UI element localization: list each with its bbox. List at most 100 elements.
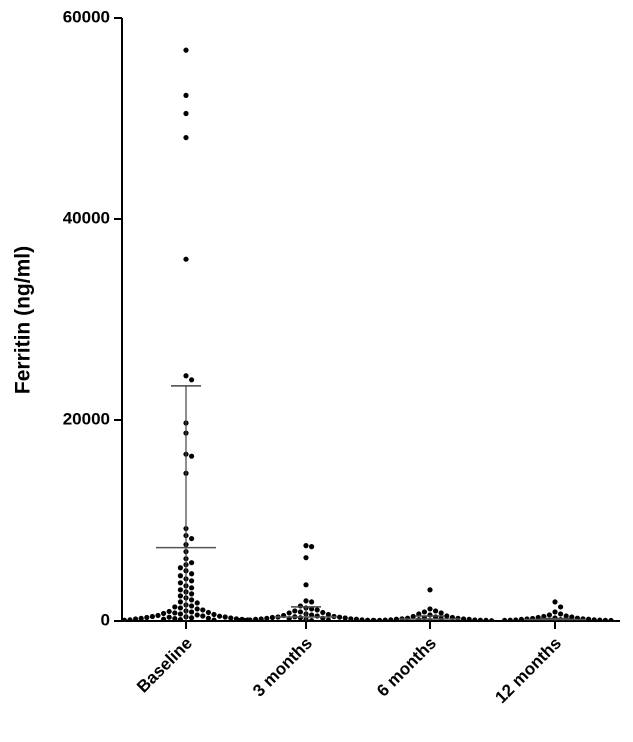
data-point	[183, 256, 189, 262]
data-point	[297, 615, 303, 621]
x-tick-label: 12 months	[491, 634, 565, 708]
data-point	[200, 607, 206, 613]
data-point	[518, 616, 524, 621]
data-point	[552, 599, 558, 605]
data-point	[172, 610, 178, 616]
data-point	[166, 608, 172, 615]
data-point	[177, 611, 183, 617]
data-point	[552, 609, 558, 615]
data-point	[241, 617, 247, 621]
data-point	[427, 606, 433, 612]
data-point	[194, 606, 200, 612]
data-point	[309, 544, 315, 550]
data-point	[410, 613, 416, 620]
data-point	[177, 593, 183, 599]
data-point	[477, 617, 483, 621]
data-point	[217, 613, 223, 619]
data-point	[133, 616, 139, 621]
data-point	[189, 597, 195, 603]
data-point	[466, 616, 472, 621]
data-point	[183, 110, 189, 117]
data-point	[222, 614, 228, 620]
data-point	[558, 604, 564, 610]
data-point	[236, 617, 242, 621]
data-point	[303, 555, 309, 561]
data-point	[228, 615, 234, 621]
data-point	[172, 604, 178, 610]
data-point	[309, 617, 315, 621]
x-tick-label: 6 months	[373, 634, 440, 701]
data-point	[382, 617, 388, 621]
data-point	[155, 612, 161, 619]
data-point	[138, 615, 144, 621]
data-point	[144, 614, 150, 621]
data-point	[507, 617, 513, 621]
y-tick-label: 60000	[63, 7, 110, 26]
data-point	[177, 616, 183, 621]
data-point	[122, 617, 127, 621]
data-point	[253, 616, 259, 621]
data-point	[325, 617, 331, 621]
data-point	[189, 571, 195, 577]
data-point	[371, 617, 377, 621]
data-point	[269, 614, 275, 621]
y-axis-label: Ferritin (ng/ml)	[12, 246, 35, 394]
data-point	[297, 603, 303, 609]
data-point	[189, 615, 195, 621]
data-point	[309, 599, 315, 605]
data-point	[348, 616, 354, 621]
data-point	[303, 582, 309, 588]
data-point	[558, 611, 564, 617]
data-point	[161, 610, 167, 617]
data-point	[189, 535, 195, 542]
data-point	[166, 614, 172, 620]
data-point	[297, 609, 303, 615]
data-point	[530, 615, 536, 621]
data-point	[421, 609, 427, 615]
data-point	[461, 616, 467, 621]
data-point	[189, 560, 195, 566]
data-point	[189, 609, 195, 615]
data-point	[444, 613, 450, 619]
y-tick-label: 20000	[63, 409, 110, 428]
data-point	[359, 617, 365, 621]
data-point	[183, 134, 189, 141]
data-point	[258, 616, 264, 621]
data-point	[597, 617, 603, 621]
data-point	[608, 617, 614, 621]
data-point	[353, 616, 359, 621]
data-point	[177, 605, 183, 611]
data-point	[189, 578, 195, 584]
data-point	[337, 614, 343, 620]
data-point	[211, 611, 217, 618]
data-point	[177, 587, 183, 593]
data-point	[483, 617, 489, 621]
data-point	[189, 453, 195, 459]
data-point	[377, 617, 383, 621]
data-point	[438, 610, 444, 616]
data-point	[264, 615, 270, 621]
data-point	[177, 599, 183, 605]
data-point	[303, 543, 309, 549]
data-point	[200, 613, 206, 619]
data-point	[563, 613, 569, 619]
data-point	[161, 616, 167, 621]
data-point	[314, 607, 320, 613]
data-point	[365, 617, 371, 621]
data-point	[546, 612, 553, 618]
data-point	[427, 587, 433, 593]
data-point	[149, 613, 155, 620]
data-point	[205, 615, 211, 621]
data-point	[183, 47, 189, 53]
data-point	[205, 609, 211, 616]
y-tick-label: 40000	[63, 208, 110, 227]
data-point	[177, 573, 183, 579]
data-point	[405, 615, 411, 621]
data-point	[591, 617, 597, 621]
data-point	[502, 617, 508, 621]
data-point	[489, 618, 495, 621]
data-point	[513, 617, 519, 621]
data-point	[177, 580, 183, 586]
data-point	[189, 603, 195, 609]
